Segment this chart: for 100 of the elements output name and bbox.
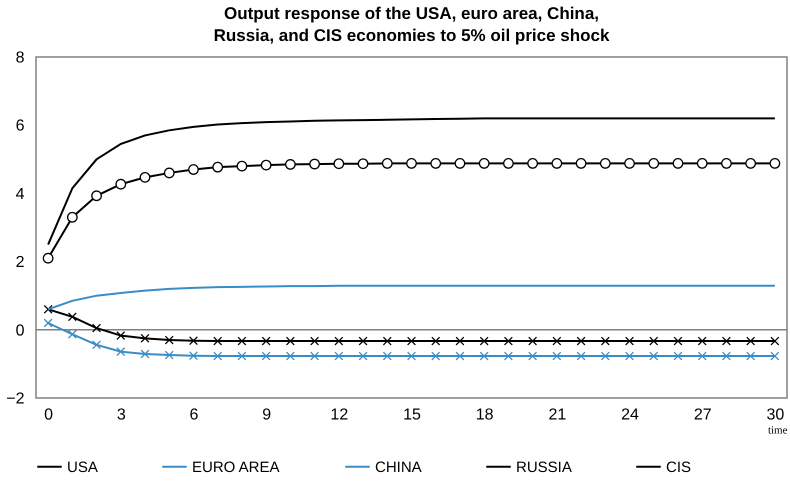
point [649, 336, 658, 346]
point [673, 352, 683, 361]
point [42, 252, 54, 264]
point [382, 158, 393, 169]
point [625, 352, 634, 361]
point [696, 158, 708, 169]
point [44, 304, 53, 314]
chart-title: Output response of the USA, euro area, China, Russia, and CIS economies to 5% oil price shock [214, 4, 610, 45]
point [140, 334, 150, 343]
point [527, 158, 538, 169]
y-tick-label: 0 [16, 322, 25, 340]
point [600, 352, 610, 361]
point [116, 331, 126, 340]
point [309, 158, 320, 170]
point [770, 336, 780, 346]
point [188, 336, 198, 346]
point [262, 336, 271, 346]
point [68, 312, 77, 322]
legend-label: USA [67, 458, 98, 476]
y-tick-label: 4 [16, 186, 25, 203]
point [745, 158, 756, 169]
point [188, 351, 198, 360]
point [237, 336, 246, 346]
point [431, 336, 440, 346]
point [358, 158, 368, 170]
point [454, 158, 466, 169]
point [213, 352, 222, 361]
point [66, 212, 78, 223]
point [286, 352, 295, 361]
x-tick-label: 27 [694, 406, 712, 424]
point [406, 158, 417, 169]
x-tick-label: 15 [403, 406, 421, 424]
x-tick-label: 12 [330, 406, 348, 424]
point [504, 336, 513, 346]
point [188, 164, 199, 175]
point [382, 336, 392, 346]
point [140, 349, 150, 359]
y-tick-label: 6 [16, 118, 25, 135]
point [478, 158, 490, 169]
point [551, 158, 562, 169]
point [648, 158, 660, 169]
x-tick-label: 18 [476, 406, 494, 424]
point [504, 352, 513, 361]
point [140, 172, 150, 183]
point [672, 158, 684, 169]
point [406, 336, 416, 346]
point [480, 352, 489, 361]
point [382, 352, 392, 361]
x-tick-label: 9 [262, 406, 272, 424]
point [212, 162, 224, 173]
point [770, 352, 780, 361]
point [746, 352, 756, 361]
x-tick-label: 0 [44, 406, 54, 424]
x-tick-label: 30 [766, 406, 784, 424]
point [722, 336, 731, 346]
point [552, 336, 562, 346]
point [528, 336, 538, 346]
point [649, 352, 658, 361]
y-tick-label: 2 [16, 254, 25, 272]
point [310, 352, 320, 361]
point [262, 352, 271, 361]
point [334, 336, 344, 346]
point [673, 336, 683, 346]
legend-label: CHINA [375, 458, 422, 476]
legend-label: CIS [666, 458, 692, 476]
point [576, 336, 586, 346]
point [91, 190, 102, 202]
x-axis-title: time [768, 424, 788, 436]
point [115, 178, 126, 190]
point [92, 340, 102, 350]
point [455, 336, 464, 346]
point [600, 158, 611, 169]
point [260, 160, 272, 170]
point [164, 350, 174, 360]
line-series [47, 284, 776, 310]
point [576, 158, 586, 169]
point [92, 324, 102, 333]
point [237, 352, 246, 361]
point [625, 336, 634, 346]
point [576, 352, 586, 361]
point [721, 158, 732, 169]
point [430, 158, 442, 169]
point [358, 336, 368, 346]
point [769, 158, 780, 169]
line-series [47, 117, 776, 246]
point [44, 318, 53, 328]
x-tick-label: 3 [116, 406, 126, 424]
point [164, 336, 174, 345]
point [746, 336, 756, 346]
point [503, 158, 514, 169]
point [286, 336, 295, 346]
point [333, 158, 344, 170]
point [236, 160, 248, 172]
legend-label: RUSSIA [516, 458, 572, 476]
point [116, 347, 126, 356]
point [310, 336, 320, 346]
point [624, 158, 635, 169]
point [358, 352, 368, 361]
x-tick-label: 6 [190, 406, 199, 424]
point [284, 159, 296, 170]
